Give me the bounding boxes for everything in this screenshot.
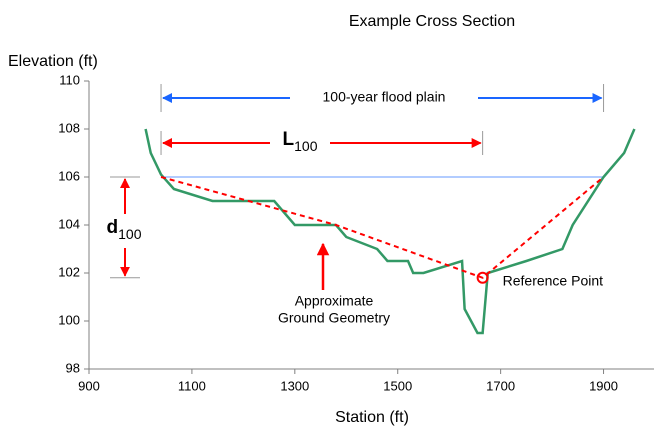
depth-label-sub: 100 (118, 226, 142, 242)
y-tick-label: 100 (58, 312, 80, 327)
geometry-label: Approximate (295, 293, 374, 309)
length-label: L100 (283, 129, 318, 154)
x-tick-label: 1700 (486, 378, 515, 393)
reference-label: Reference Point (503, 273, 604, 289)
reference-point (476, 271, 489, 284)
y-tick-label: 98 (66, 360, 80, 375)
y-tick-label: 110 (59, 72, 80, 87)
depth-label: d100 (107, 217, 142, 242)
depth-label-main: d (107, 217, 119, 238)
x-tick-label: 1300 (280, 378, 309, 393)
geometry-label: Ground Geometry (278, 310, 390, 326)
x-tick-label: 900 (78, 378, 100, 393)
chart-title: Example Cross Section (349, 13, 515, 30)
x-axis-label: Station (ft) (335, 409, 409, 426)
series-line (160, 176, 605, 279)
y-tick-label: 104 (58, 216, 80, 231)
flood-plain-label: 100-year flood plain (323, 89, 446, 105)
y-tick-label: 106 (58, 168, 80, 183)
x-tick-label: 1500 (383, 378, 412, 393)
y-tick-label: 108 (58, 120, 80, 135)
y-tick-label: 102 (58, 264, 80, 279)
series-line (144, 128, 636, 335)
length-label-main: L (283, 129, 295, 150)
x-tick-label: 1900 (589, 378, 618, 393)
length-label-sub: 100 (294, 138, 318, 154)
y-axis-label: Elevation (ft) (8, 53, 98, 70)
x-tick-label: 1100 (178, 378, 206, 393)
